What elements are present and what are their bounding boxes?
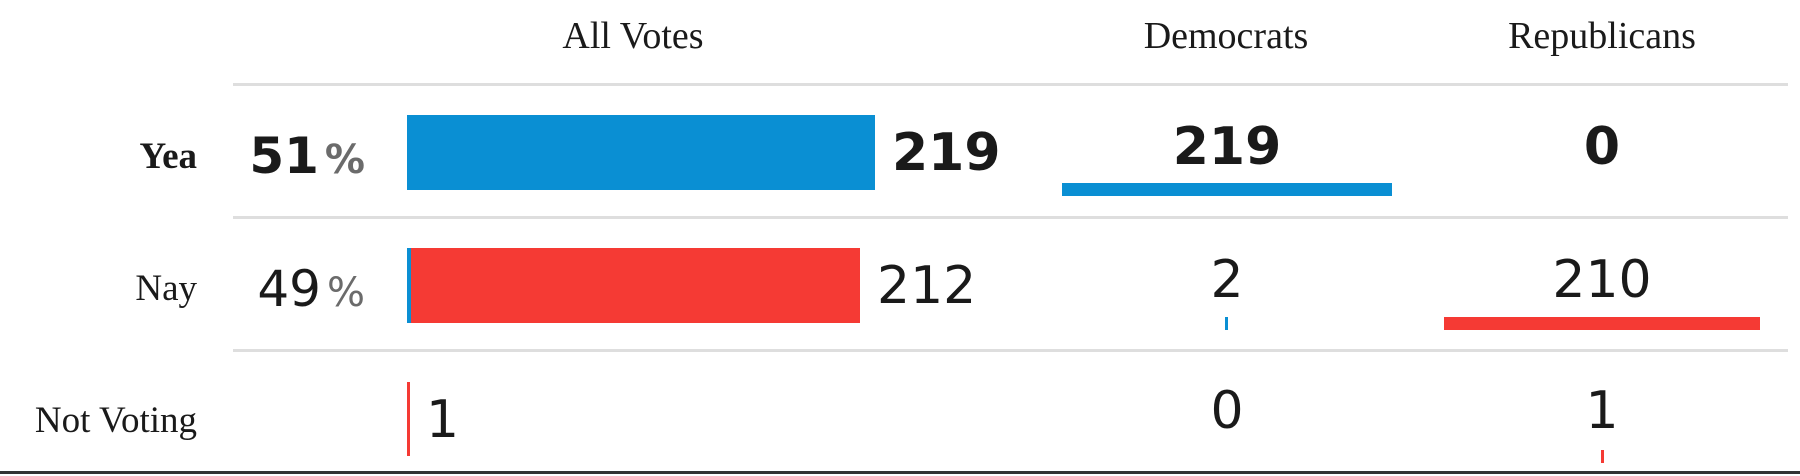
yea-republicans-count: 0 (1583, 117, 1621, 177)
yea-democrats-count: 219 (1172, 117, 1282, 177)
nay-republicans-bar (1443, 317, 1761, 330)
nay-all-votes-democrats-bar (407, 248, 412, 323)
not-voting-all-votes-republicans-bar (407, 382, 410, 456)
nay-total: 212 (877, 256, 977, 316)
yea-percent: 51% (249, 127, 365, 185)
not-voting-republicans-bar (1600, 450, 1604, 463)
column-header-republicans: Republicans (1508, 15, 1696, 57)
row-divider (233, 216, 1788, 219)
not-voting-democrats-count: 0 (1210, 381, 1244, 441)
row-label-not-voting: Not Voting (34, 400, 197, 441)
nay-republicans-count: 210 (1552, 250, 1652, 310)
bottom-border (0, 471, 1800, 474)
nay-democrats-bar (1225, 317, 1229, 330)
not-voting-republicans-count: 1 (1585, 381, 1619, 441)
not-voting-total: 1 (426, 390, 460, 450)
yea-democrats-bar (1062, 183, 1392, 196)
yea-all-votes-democrats-bar (407, 115, 875, 190)
nay-percent: 49% (257, 260, 365, 318)
nay-democrats-count: 2 (1210, 250, 1244, 310)
nay-all-votes-republicans-bar (411, 248, 861, 323)
yea-total: 219 (892, 123, 1001, 183)
column-header-all-votes: All Votes (562, 15, 704, 57)
row-divider (233, 83, 1788, 86)
column-header-democrats: Democrats (1143, 15, 1309, 57)
row-label-yea: Yea (139, 136, 197, 177)
row-divider (233, 349, 1788, 352)
row-label-nay: Nay (135, 268, 197, 309)
